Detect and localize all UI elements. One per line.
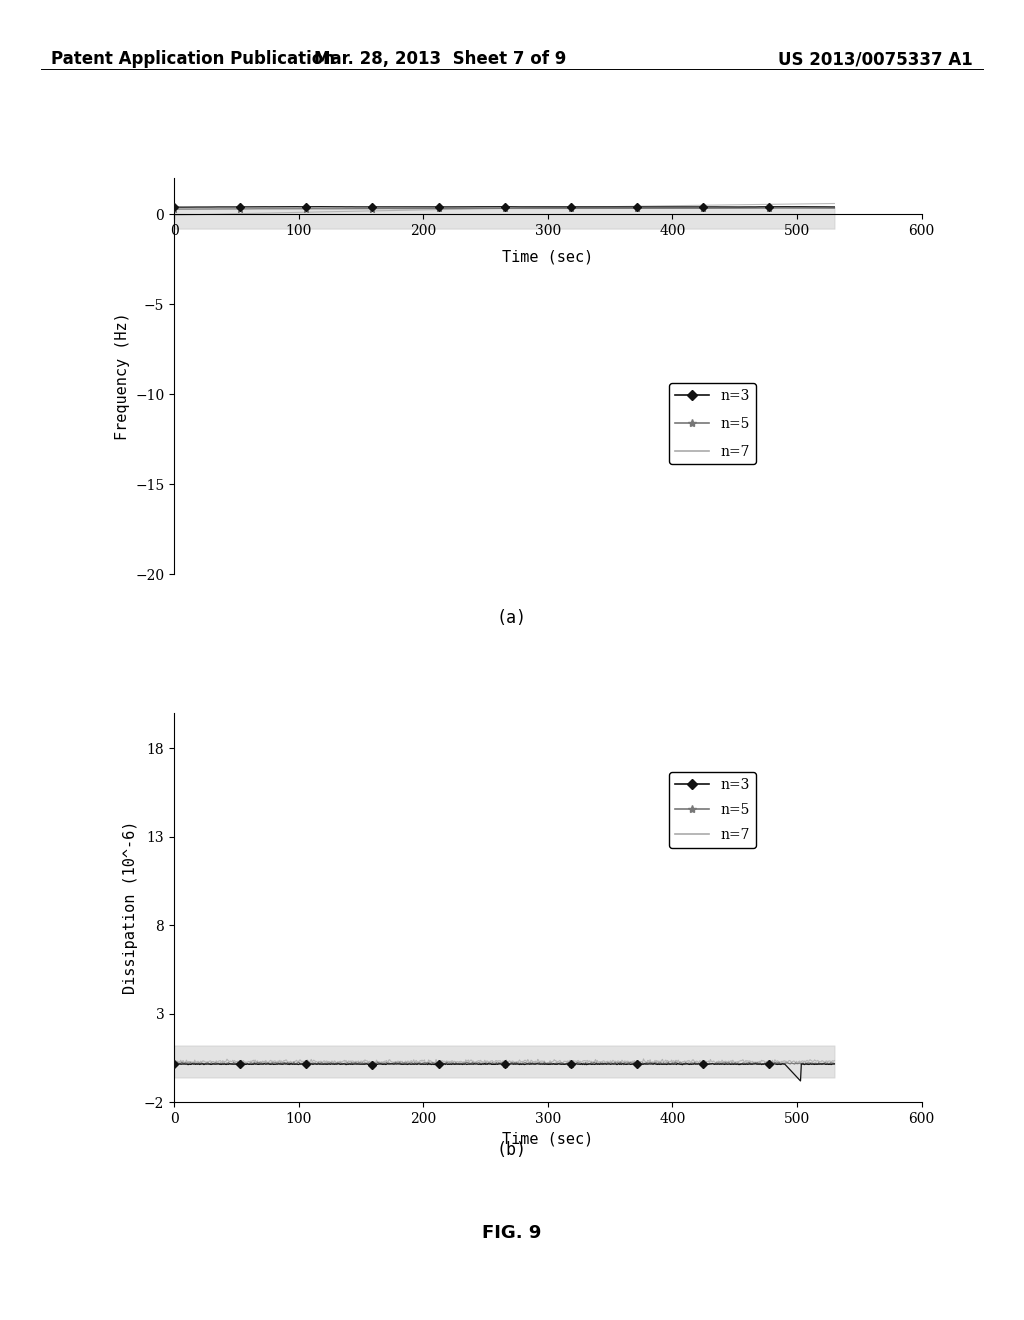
Text: FIG. 9: FIG. 9 <box>482 1224 542 1242</box>
Legend: n=3, n=5, n=7: n=3, n=5, n=7 <box>669 772 756 847</box>
Legend: n=3, n=5, n=7: n=3, n=5, n=7 <box>669 383 756 465</box>
Text: (a): (a) <box>497 609 527 627</box>
Text: (b): (b) <box>497 1140 527 1159</box>
Y-axis label: Frequency (Hz): Frequency (Hz) <box>115 313 130 440</box>
X-axis label: Time (sec): Time (sec) <box>502 249 594 264</box>
Text: Mar. 28, 2013  Sheet 7 of 9: Mar. 28, 2013 Sheet 7 of 9 <box>314 50 566 69</box>
Text: US 2013/0075337 A1: US 2013/0075337 A1 <box>778 50 973 69</box>
Y-axis label: Dissipation (10^-6): Dissipation (10^-6) <box>124 821 138 994</box>
X-axis label: Time (sec): Time (sec) <box>502 1131 594 1147</box>
Text: Patent Application Publication: Patent Application Publication <box>51 50 335 69</box>
